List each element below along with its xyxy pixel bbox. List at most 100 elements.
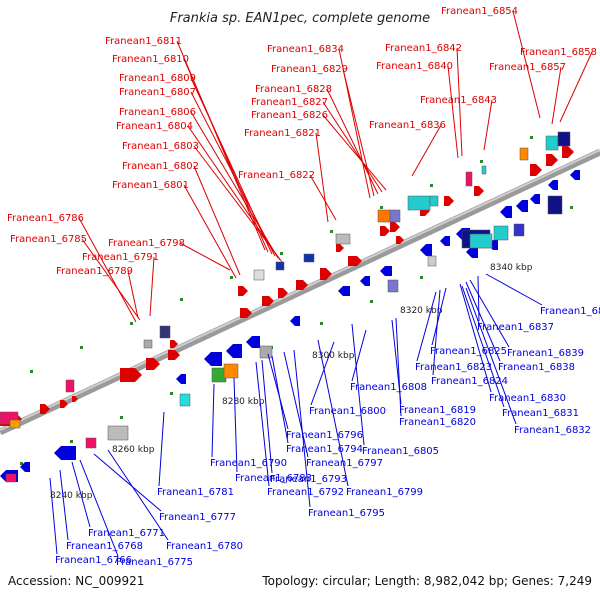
track-tick [180, 298, 183, 301]
forward-gene [168, 350, 180, 360]
gene-label: Franean1_6837 [477, 322, 554, 333]
gene-block [5, 473, 17, 483]
reverse-gene [338, 286, 350, 296]
label-leader [78, 217, 137, 323]
gene-label: Franean1_6825 [430, 346, 507, 357]
gene-block [85, 437, 97, 449]
reverse-gene [516, 200, 528, 212]
label-leader [187, 125, 281, 261]
gene-block [253, 269, 265, 281]
gene-label: Franean1_6827 [251, 97, 328, 108]
reverse-gene [500, 206, 512, 218]
forward-gene [474, 186, 484, 196]
gene-label: Franean1_6799 [346, 487, 423, 498]
label-leader [293, 349, 311, 508]
gene-block [389, 209, 401, 223]
label-leader [183, 58, 269, 253]
tick-label: 8340 kbp [490, 263, 533, 273]
label-leaders [49, 10, 593, 557]
gene-label: Franean1_6781 [157, 487, 234, 498]
gene-label: Franean1_6820 [399, 417, 476, 428]
label-leader [309, 174, 337, 221]
gene-label: Franean1_6831 [502, 408, 579, 419]
forward-gene [390, 222, 400, 232]
gene-label: Franean1_6780 [166, 541, 243, 552]
label-leader [416, 291, 437, 362]
label-leader [322, 114, 387, 191]
gene-label: Franean1_6792 [267, 487, 344, 498]
label-leader [456, 47, 463, 157]
tick-label: 8240 kbp [50, 491, 93, 501]
gene-block [259, 345, 273, 359]
label-leader [107, 449, 169, 541]
label-leader [193, 145, 283, 263]
gene-block [159, 325, 171, 339]
forward-gene [396, 236, 404, 244]
gene-block [407, 195, 431, 211]
reverse-gene [420, 244, 432, 256]
tick-label: 8260 kbp [112, 445, 155, 455]
track-tick [30, 370, 33, 373]
label-leader [79, 459, 119, 557]
reverse-gene [380, 266, 392, 276]
gene-label: Franean1_6798 [108, 238, 185, 249]
gene-label: Franean1_6785 [10, 234, 87, 245]
gene-block [179, 393, 191, 407]
label-leader [483, 99, 493, 151]
label-leader [465, 281, 501, 362]
gene-label: Franean1_6824 [431, 376, 508, 387]
reverse-gene [440, 236, 450, 246]
label-leader [127, 270, 139, 319]
gene-label: Franean1_6777 [159, 512, 236, 523]
label-leader [395, 317, 402, 417]
label-leader [59, 469, 69, 541]
reverse-gene [570, 170, 580, 180]
gene-block [223, 363, 239, 379]
gene-block [547, 195, 563, 215]
genome-backbone [0, 148, 600, 436]
gene-label: Franean1_6819 [399, 405, 476, 416]
label-leader [179, 242, 231, 271]
forward-gene [170, 340, 178, 348]
gene-label: Franean1_6796 [286, 430, 363, 441]
gene-label: Franean1_6832 [514, 425, 591, 436]
gene-label: Franean1_6766 [55, 555, 132, 566]
label-leader [551, 66, 562, 125]
position-ticks: 8240 kbp 8260 kbp 8280 kbp 8300 kbp 8320 kbp… [20, 136, 573, 501]
reverse-gene [548, 180, 558, 190]
forward-gene [278, 288, 288, 298]
forward-gene [444, 196, 454, 206]
gene-label: Franean1_6801 [112, 180, 189, 191]
track-tick [170, 392, 173, 395]
label-leader [149, 256, 155, 317]
accession-text: Accession: NC_009921 [8, 574, 144, 588]
gene-label: Franean1_6783 [235, 473, 312, 484]
track-tick [320, 322, 323, 325]
gene-block [429, 195, 439, 207]
forward-gene [336, 244, 344, 252]
gene-label: Franean1_6807 [119, 87, 196, 98]
gene-block [275, 261, 285, 271]
label-leader [81, 238, 141, 321]
gene-label: Franean1_6839 [507, 348, 584, 359]
gene-label: Franean1_6854 [441, 6, 518, 17]
track-tick [130, 322, 133, 325]
gene-block [9, 419, 21, 429]
reverse-gene [176, 374, 186, 384]
gene-label: Franean1_6834 [267, 44, 344, 55]
gene-label: Franean1_6822 [238, 170, 315, 181]
gene-label: Franean1_6809 [119, 73, 196, 84]
forward-gene [262, 296, 274, 306]
gene-label: Franean1_6768 [66, 541, 143, 552]
tick-label: 8300 kbp [312, 351, 355, 361]
label-leader [469, 279, 510, 348]
gene-label: Franean1_6802 [122, 161, 199, 172]
label-leader [317, 339, 349, 487]
label-leader [477, 275, 480, 322]
gene-label: Franean1_6800 [309, 406, 386, 417]
label-leader [271, 355, 289, 444]
label-leader [183, 184, 237, 279]
track-tick [430, 184, 433, 187]
gene-label: Franean1_6811 [105, 36, 182, 47]
label-leader [559, 51, 593, 123]
